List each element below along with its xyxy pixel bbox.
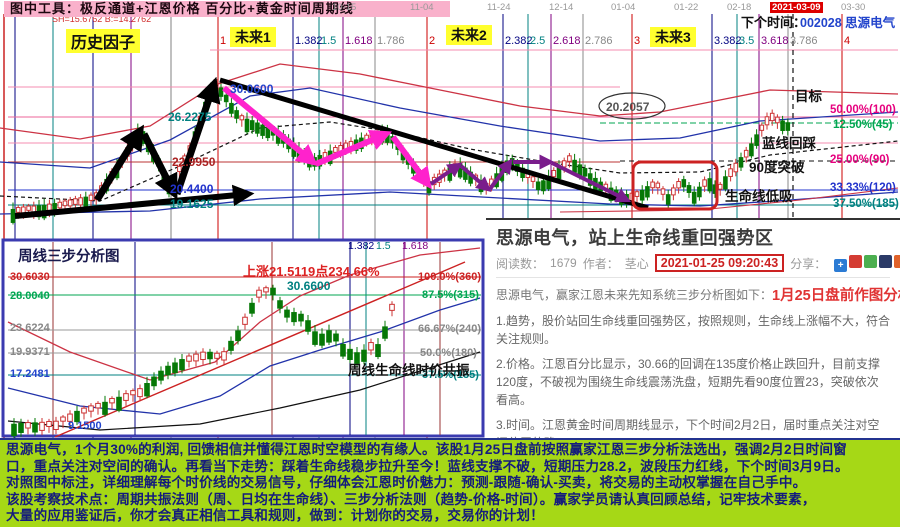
author-name: 茎心 (624, 256, 649, 271)
article-intro: 思源电气，赢家江恩未来先知系统三步分析图如下： (496, 288, 773, 302)
paragraph-price: 2.价格。江恩百分比显示，30.66的回调在135度价格止跌回升，目前支撑120… (496, 357, 881, 407)
footer-line: 对照图中标注，详细理解每个时价线的交易信号，仔细体会江恩时价魅力：预测-跟随-确… (6, 475, 807, 491)
article-title: 思源电气，站上生命线重回强势区 (496, 228, 774, 248)
share-label: 分享： (790, 256, 827, 271)
share-icon[interactable] (864, 254, 878, 268)
stock-code-name: 002028 思源电气 (800, 16, 896, 30)
footer-line: 思源电气，1个月30%的利润, 回馈相信并懂得江恩时空模型的有缘人。该股1月25… (6, 442, 847, 457)
footer-line: 口，重点关注对空间的确认。再看当下走势：踩着生命线稳步拉升至今！蓝线支撑不破，短… (6, 458, 849, 474)
paragraph-trend: 1.趋势，股价站回生命线重回强势区，按照规则，生命线上涨幅不大，符合关注规则。 (496, 314, 891, 346)
read-count: 1679 (550, 256, 577, 270)
footer-line: 大量的应用鉴证后，你才会真正相信工具和规则，做到：计划你的交易，交易你的计划！ (6, 508, 544, 524)
paragraph-time: 3.时间。江恩黄金时间周期线显示，下个时间2月2日，届时重点关注对空间位置的确 (496, 418, 880, 438)
pre-market-analysis-tag: 1月25日盘前作图分析 (772, 288, 900, 304)
share-icon[interactable] (894, 254, 900, 268)
read-count-label: 阅读数： (496, 256, 545, 271)
share-icons: + (832, 254, 900, 272)
share-icon[interactable] (879, 254, 893, 268)
banner-tools-label: 图中工具：极反通道+江恩价格 百分比+黄金时间周期线 (4, 1, 450, 17)
chart-canvas (0, 14, 899, 438)
footer-line: 该股考察技术点：周期共振法则（周、日均在生命线）、三步分析法则（趋势-价格-时间… (6, 491, 816, 507)
next-time-label: 下个时间： (741, 15, 807, 30)
author-label: 作者： (582, 256, 619, 271)
commentary-footer: 思源电气，1个月30%的利润, 回馈相信并懂得江恩时空模型的有缘人。该股1月25… (0, 438, 900, 527)
publish-datetime: 2021-01-25 09:20:43 (654, 254, 785, 272)
price-readout: SH=15.6762 B:=14.2762 (52, 14, 152, 24)
share-icon[interactable] (849, 254, 863, 268)
article-meta: 阅读数： 1679 作者： 茎心 2021-01-25 09:20:43 分享：… (496, 254, 900, 278)
article-panel: 思源电气，站上生命线重回强势区 阅读数： 1679 作者： 茎心 2021-01… (486, 218, 900, 438)
share-icon[interactable]: + (834, 258, 848, 272)
